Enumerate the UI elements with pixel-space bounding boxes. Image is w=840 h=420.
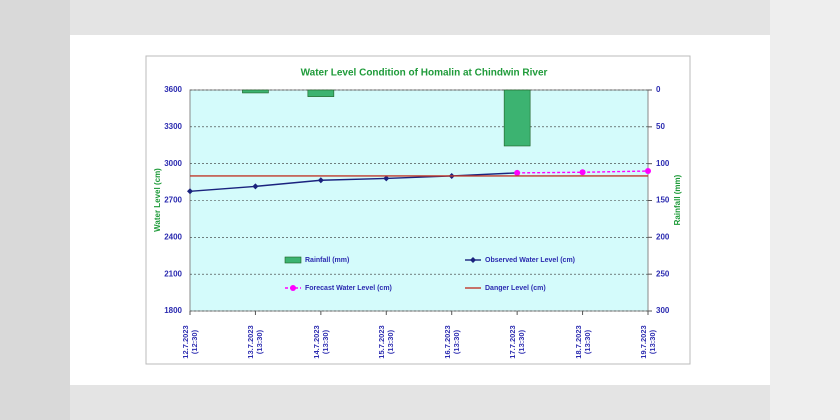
y2-tick-label: 250 (656, 269, 670, 278)
y-tick-label: 3000 (164, 159, 182, 168)
x-tick-label: 12.7.2023 (12:30) (181, 325, 199, 359)
point (317, 177, 324, 184)
x-tick-label: 14.7.2023 (13:30) (311, 325, 330, 359)
y2-tick-label: 50 (656, 122, 665, 131)
x-tick-label: 16.7.2023 (13:30) (442, 325, 461, 359)
chart-border (145, 55, 691, 365)
legend-marker (470, 257, 476, 263)
x-tick-label: 13.7.2023 (13:30) (246, 325, 265, 359)
legend-label: Rainfall (mm) (305, 257, 349, 264)
x-tick-label: 15.7.2023 (13:30) (377, 325, 396, 359)
point (252, 183, 259, 190)
point (645, 168, 651, 175)
bar (307, 89, 335, 97)
legend-swatch (284, 256, 302, 264)
y-tick-label: 1800 (164, 306, 182, 315)
bar (242, 89, 269, 94)
y-tick-label: 3300 (164, 122, 182, 131)
y2-axis-label: Rainfall (mm) (673, 174, 682, 225)
y-tick-label: 2400 (164, 232, 182, 241)
point (514, 169, 521, 176)
y-tick-label: 3600 (164, 85, 182, 94)
x-tick-label: 18.7.2023 (13:30) (573, 325, 592, 359)
y2-tick-label: 100 (656, 159, 670, 168)
y2-tick-label: 0 (656, 85, 661, 94)
legend-marker (290, 285, 296, 291)
bar (503, 89, 531, 147)
y2-tick-label: 150 (656, 196, 670, 205)
point (579, 169, 586, 176)
x-tick-label: 17.7.2023 (13:30) (508, 325, 527, 359)
x-tick-label: 19.7.2023 (13:30) (639, 325, 657, 359)
point (187, 188, 193, 195)
legend-label: Observed Water Level (cm) (485, 257, 575, 264)
legend-label: Danger Level (cm) (485, 285, 546, 292)
chart-title: Water Level Condition of Homalin at Chin… (301, 68, 548, 79)
y2-tick-label: 200 (656, 232, 670, 241)
legend-label: Forecast Water Level (cm) (305, 285, 392, 292)
y-axis-label: Water Level (cm) (153, 168, 162, 232)
point (383, 175, 390, 182)
y-tick-label: 2700 (164, 196, 182, 205)
y2-tick-label: 300 (656, 306, 670, 315)
y-tick-label: 2100 (164, 269, 182, 278)
